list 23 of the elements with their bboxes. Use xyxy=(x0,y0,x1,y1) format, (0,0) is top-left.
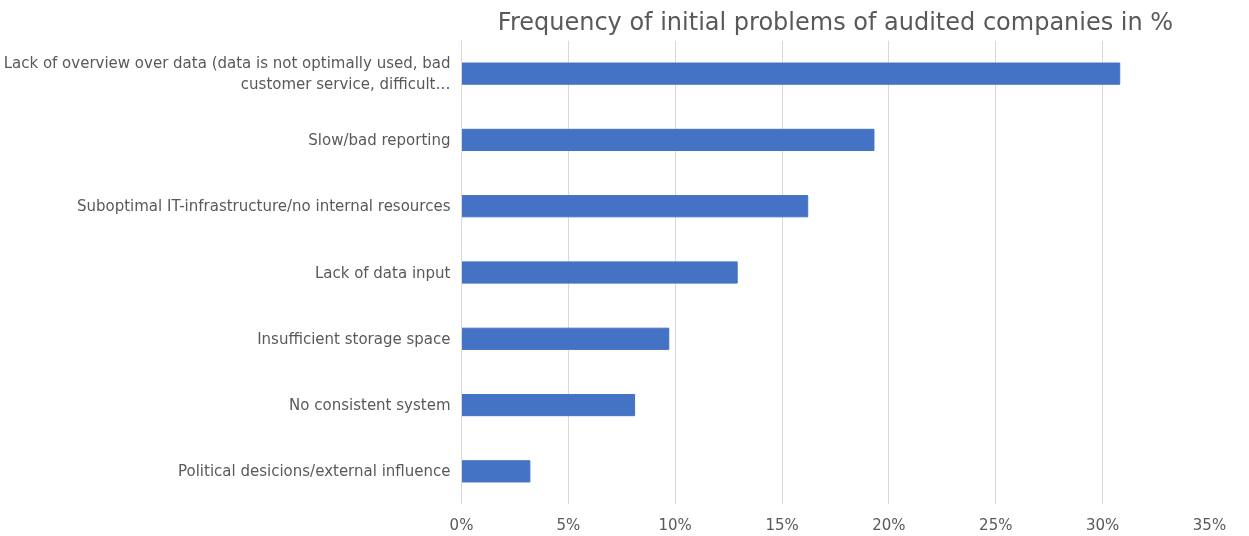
bar xyxy=(461,195,809,218)
y-tick-label: Suboptimal IT-infrastructure/no internal resources xyxy=(76,197,451,216)
bar xyxy=(461,460,531,483)
y-tick-label: No consistent system xyxy=(289,396,451,415)
x-tick-label: 30% xyxy=(1085,515,1120,534)
bar xyxy=(461,128,875,152)
bar xyxy=(461,327,670,350)
x-tick-label: 10% xyxy=(658,515,692,534)
x-tick-label: 0% xyxy=(449,515,474,534)
bar xyxy=(461,261,738,284)
x-tick-label: 25% xyxy=(979,515,1013,534)
bar xyxy=(461,62,1121,85)
bar xyxy=(461,393,636,417)
y-tick-label: Slow/bad reporting xyxy=(308,130,451,149)
x-tick-label: 35% xyxy=(1192,515,1227,534)
y-tick-label: Lack of data input xyxy=(314,263,451,282)
x-tick-label: 5% xyxy=(556,515,581,534)
x-tick-label: 20% xyxy=(872,515,906,534)
chart-title: Frequency of initial problems of audited companies in % xyxy=(497,7,1174,36)
y-tick-label: Lack of overview over data (data is not optimally used, bad customer service, difficult… xyxy=(3,53,451,94)
x-tick-label: 15% xyxy=(765,515,799,534)
y-tick-label: Political desicions/external influence xyxy=(178,462,451,481)
y-tick-label: Insufficient storage space xyxy=(257,329,451,348)
